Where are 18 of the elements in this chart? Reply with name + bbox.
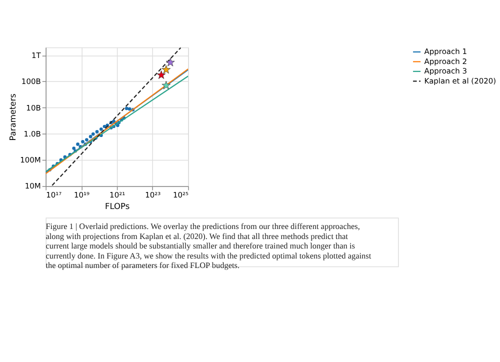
x-tick-label: 10²¹ — [110, 190, 126, 200]
y-tick-label: 10B — [26, 103, 41, 112]
y-tick-label: 100B — [21, 77, 41, 86]
legend-label: Approach 2 — [424, 56, 468, 66]
y-tick-label: 1T — [32, 50, 42, 60]
x-tick-label: 10¹⁹ — [74, 190, 90, 200]
y-axis-title: Parameters — [8, 94, 18, 141]
x-tick-label: 10²⁵ — [173, 190, 189, 200]
x-tick-label: 10²³ — [145, 190, 161, 200]
x-tick-label: 10¹⁷ — [46, 190, 62, 200]
legend-label: Approach 1 — [424, 47, 468, 56]
legend-label: Kaplan et al (2020) — [424, 76, 496, 86]
y-tick-label: 10M — [24, 182, 41, 191]
caption: Figure 1 | Overlaid predictions. We overlay the predictions from our three different approaches, along with projections from Kaplan et al. (2020). We find that all three methods predict that current large models should be substantially smaller and therefore trained much longer than is currently done. In Figure A3, we show the results with the predicted optimal tokens plotted against the optimal number of parameters for fixed FLOP budgets. — [46, 222, 372, 270]
y-tick-label: 1.0B — [24, 129, 41, 138]
x-axis-title: FLOPs — [105, 200, 130, 211]
legend-label: Approach 3 — [424, 66, 468, 76]
y-tick-label: 100M — [20, 156, 41, 165]
